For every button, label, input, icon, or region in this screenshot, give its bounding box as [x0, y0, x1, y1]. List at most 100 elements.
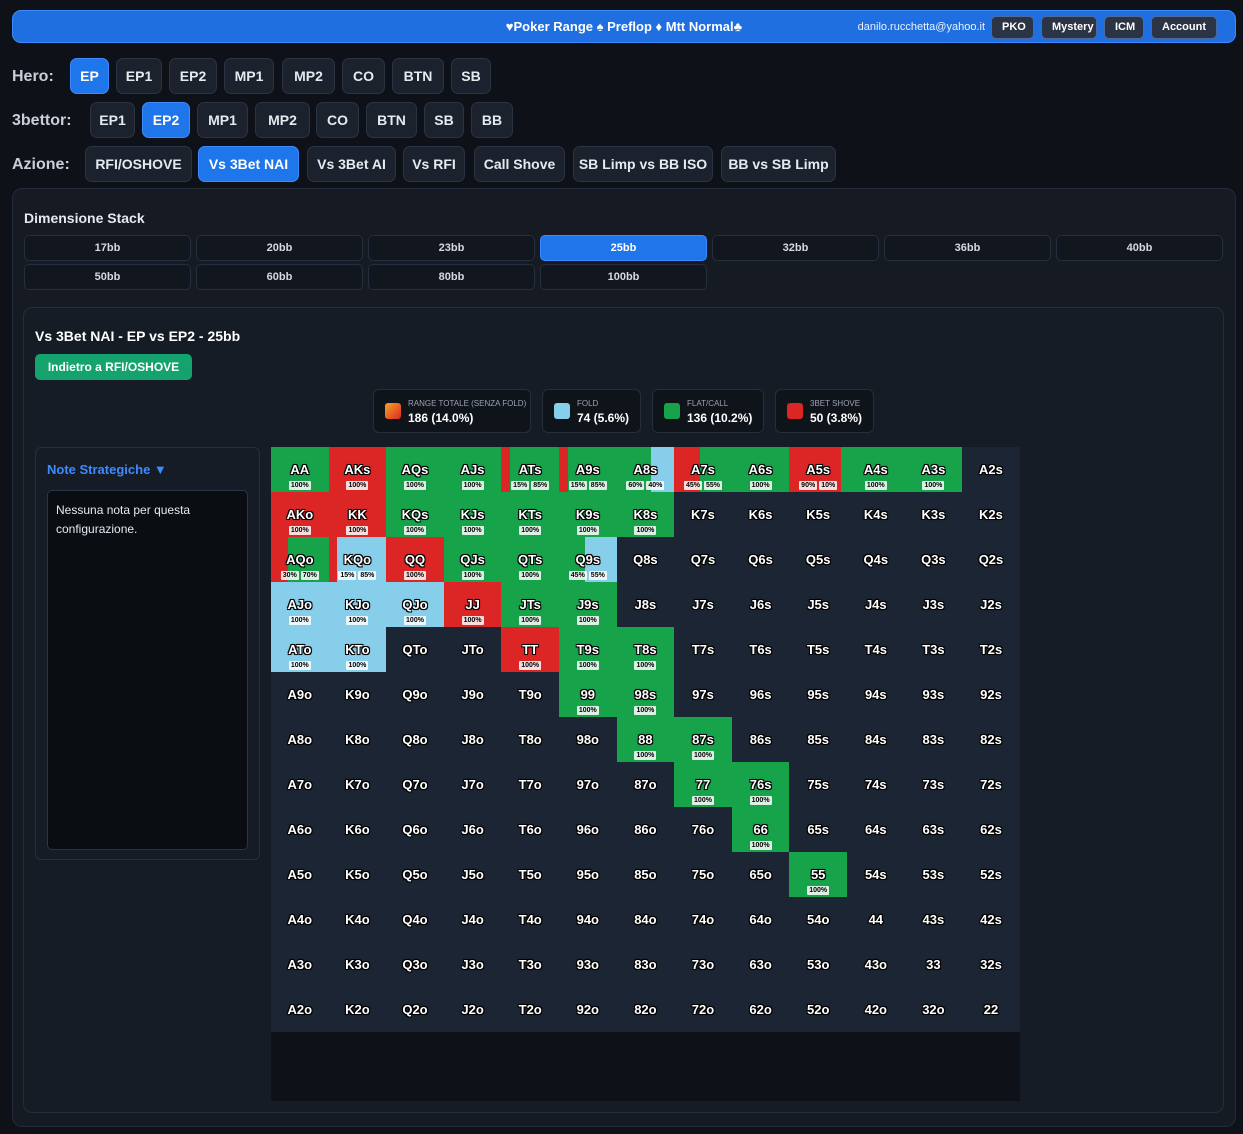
hand-cell-Q5s[interactable]: Q5s [789, 537, 847, 582]
hand-cell-83s[interactable]: 83s [905, 717, 963, 762]
hand-cell-K7o[interactable]: K7o [329, 762, 387, 807]
hand-cell-86s[interactable]: 86s [732, 717, 790, 762]
hand-cell-TT[interactable]: TT 100% [501, 627, 559, 672]
hand-cell-62o[interactable]: 62o [732, 987, 790, 1032]
hand-cell-J6o[interactable]: J6o [444, 807, 502, 852]
azione-call-shove[interactable]: Call Shove [474, 146, 565, 182]
hand-cell-A7o[interactable]: A7o [271, 762, 329, 807]
hand-cell-98s[interactable]: 98s 100% [616, 672, 675, 717]
hand-cell-Q6o[interactable]: Q6o [386, 807, 444, 852]
hand-cell-Q2o[interactable]: Q2o [386, 987, 444, 1032]
hand-cell-Q7s[interactable]: Q7s [674, 537, 732, 582]
mystery-button[interactable]: Mystery [1041, 16, 1097, 39]
hand-cell-T6s[interactable]: T6s [732, 627, 790, 672]
hand-cell-JJ[interactable]: JJ 100% [443, 582, 502, 627]
hand-cell-QJo[interactable]: QJo 100% [386, 582, 444, 627]
azione-vs-3bet-nai[interactable]: Vs 3Bet NAI [198, 146, 299, 182]
stack-40bb[interactable]: 40bb [1056, 235, 1223, 261]
hand-cell-T8s[interactable]: T8s 100% [616, 627, 675, 672]
hand-cell-95o[interactable]: 95o [559, 852, 617, 897]
hand-cell-J4o[interactable]: J4o [444, 897, 502, 942]
hand-cell-A2o[interactable]: A2o [271, 987, 329, 1032]
stack-100bb[interactable]: 100bb [540, 264, 707, 290]
hand-cell-A8s[interactable]: A8s 60% 40% [616, 447, 675, 492]
hand-cell-K4s[interactable]: K4s [847, 492, 905, 537]
stack-60bb[interactable]: 60bb [196, 264, 363, 290]
hand-cell-KQs[interactable]: KQs 100% [386, 492, 444, 537]
hand-cell-AQo[interactable]: AQo 30% 70% [271, 537, 329, 582]
hero-mp1[interactable]: MP1 [224, 58, 274, 94]
hero-ep2[interactable]: EP2 [169, 58, 217, 94]
stack-20bb[interactable]: 20bb [196, 235, 363, 261]
stack-50bb[interactable]: 50bb [24, 264, 191, 290]
threebettor-ep1[interactable]: EP1 [90, 102, 135, 138]
hand-cell-A7s[interactable]: A7s 45% 55% [674, 447, 732, 492]
hand-cell-J7s[interactable]: J7s [674, 582, 732, 627]
hand-cell-T3o[interactable]: T3o [501, 942, 559, 987]
hand-cell-K8s[interactable]: K8s 100% [616, 492, 675, 537]
hand-cell-J6s[interactable]: J6s [732, 582, 790, 627]
hand-cell-J3s[interactable]: J3s [905, 582, 963, 627]
hand-cell-92o[interactable]: 92o [559, 987, 617, 1032]
hand-cell-96o[interactable]: 96o [559, 807, 617, 852]
hand-cell-54s[interactable]: 54s [847, 852, 905, 897]
hand-cell-95s[interactable]: 95s [789, 672, 847, 717]
hand-cell-J2o[interactable]: J2o [444, 987, 502, 1032]
hand-cell-T6o[interactable]: T6o [501, 807, 559, 852]
hero-ep1[interactable]: EP1 [116, 58, 162, 94]
hand-cell-72s[interactable]: 72s [962, 762, 1020, 807]
hand-cell-43s[interactable]: 43s [905, 897, 963, 942]
hand-cell-K3o[interactable]: K3o [329, 942, 387, 987]
hand-cell-52o[interactable]: 52o [789, 987, 847, 1032]
hand-cell-QTo[interactable]: QTo [386, 627, 444, 672]
back-button[interactable]: Indietro a RFI/OSHOVE [35, 354, 192, 380]
hand-cell-AJs[interactable]: AJs 100% [443, 447, 502, 492]
hand-cell-K2o[interactable]: K2o [329, 987, 387, 1032]
hand-cell-52s[interactable]: 52s [962, 852, 1020, 897]
hand-cell-75o[interactable]: 75o [674, 852, 732, 897]
hand-cell-J8o[interactable]: J8o [444, 717, 502, 762]
hand-cell-53o[interactable]: 53o [789, 942, 847, 987]
hand-cell-72o[interactable]: 72o [674, 987, 732, 1032]
hand-cell-85o[interactable]: 85o [617, 852, 675, 897]
hand-cell-53s[interactable]: 53s [905, 852, 963, 897]
hand-cell-A2s[interactable]: A2s [962, 447, 1020, 492]
hand-cell-73s[interactable]: 73s [905, 762, 963, 807]
hand-cell-KTo[interactable]: KTo 100% [328, 627, 387, 672]
hand-cell-A3o[interactable]: A3o [271, 942, 329, 987]
hand-cell-K2s[interactable]: K2s [962, 492, 1020, 537]
stack-23bb[interactable]: 23bb [368, 235, 535, 261]
hand-cell-76s[interactable]: 76s 100% [731, 762, 790, 807]
hand-cell-JTo[interactable]: JTo [444, 627, 502, 672]
hand-cell-K3s[interactable]: K3s [905, 492, 963, 537]
hand-cell-J5o[interactable]: J5o [444, 852, 502, 897]
hand-cell-32o[interactable]: 32o [905, 987, 963, 1032]
hand-cell-Q4o[interactable]: Q4o [386, 897, 444, 942]
hand-cell-33[interactable]: 33 [905, 942, 963, 987]
hand-cell-94s[interactable]: 94s [847, 672, 905, 717]
hand-cell-63s[interactable]: 63s [905, 807, 963, 852]
hand-cell-Q3o[interactable]: Q3o [386, 942, 444, 987]
hand-cell-64o[interactable]: 64o [732, 897, 790, 942]
hand-cell-Q8o[interactable]: Q8o [386, 717, 444, 762]
hand-cell-63o[interactable]: 63o [732, 942, 790, 987]
hand-cell-A6o[interactable]: A6o [271, 807, 329, 852]
hand-cell-55[interactable]: 55 100% [789, 852, 847, 897]
hand-cell-94o[interactable]: 94o [559, 897, 617, 942]
hand-cell-77[interactable]: 77 100% [674, 762, 732, 807]
hand-cell-JTs[interactable]: JTs 100% [501, 582, 559, 627]
hand-cell-Q5o[interactable]: Q5o [386, 852, 444, 897]
hand-cell-T8o[interactable]: T8o [501, 717, 559, 762]
stack-36bb[interactable]: 36bb [884, 235, 1051, 261]
hand-cell-54o[interactable]: 54o [789, 897, 847, 942]
hand-cell-43o[interactable]: 43o [847, 942, 905, 987]
hand-cell-A6s[interactable]: A6s 100% [731, 447, 790, 492]
hand-cell-QTs[interactable]: QTs 100% [501, 537, 559, 582]
hand-cell-Q6s[interactable]: Q6s [732, 537, 790, 582]
hand-cell-42o[interactable]: 42o [847, 987, 905, 1032]
notes-text[interactable]: Nessuna nota per questa configurazione. [47, 490, 248, 850]
hand-cell-73o[interactable]: 73o [674, 942, 732, 987]
notes-toggle[interactable]: Note Strategiche ▼ [47, 462, 167, 477]
hand-cell-A4s[interactable]: A4s 100% [847, 447, 905, 492]
icm-button[interactable]: ICM [1104, 16, 1144, 39]
